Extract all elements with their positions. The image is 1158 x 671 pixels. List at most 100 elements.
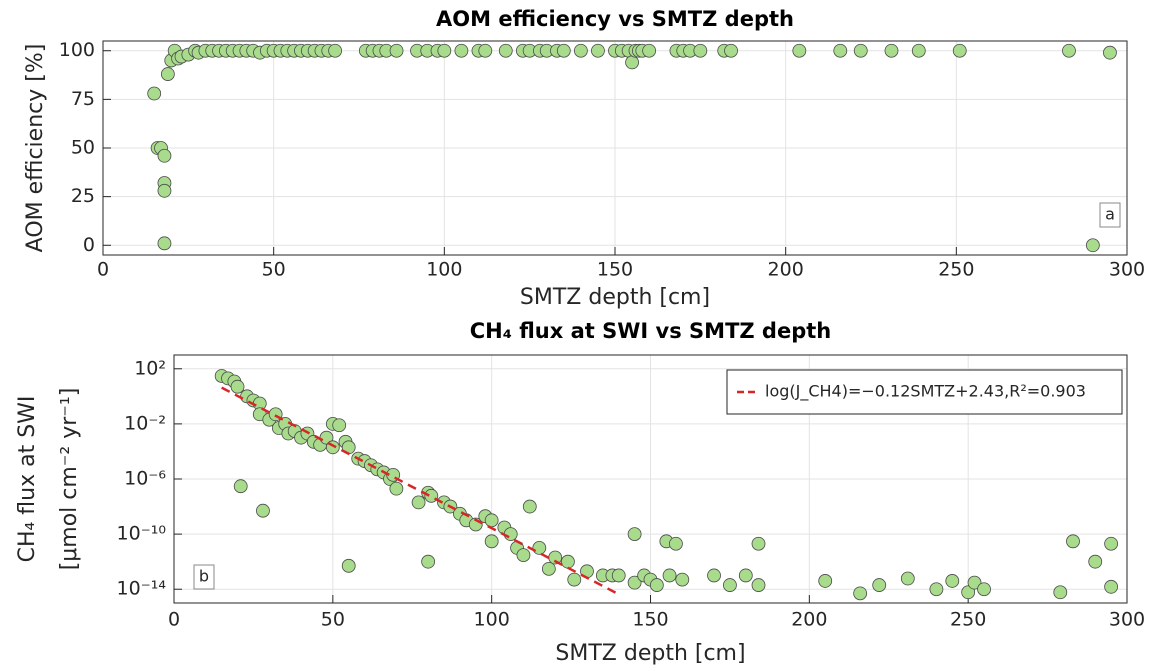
chart-title: CH₄ flux at SWI vs SMTZ depth xyxy=(470,319,831,343)
x-tick-label: 200 xyxy=(791,609,827,631)
point xyxy=(157,236,172,251)
x-tick-label: 50 xyxy=(262,259,286,281)
legend-box xyxy=(726,369,1123,415)
y-axis-label: AOM efficiency [%] xyxy=(23,44,48,253)
annotation-box xyxy=(193,564,215,590)
y-tick-label: 10⁻¹⁴ xyxy=(117,578,167,600)
y-axis-label: [μmol cm⁻² yr⁻¹] xyxy=(57,388,82,571)
point xyxy=(541,561,556,576)
point xyxy=(738,568,753,583)
point xyxy=(160,67,175,81)
point xyxy=(573,43,588,58)
x-tick-label: 100 xyxy=(474,609,510,631)
point xyxy=(792,43,807,58)
x-tick-label: 50 xyxy=(321,609,345,631)
chart-title: AOM efficiency vs SMTZ depth xyxy=(436,7,794,31)
x-tick-label: 300 xyxy=(1109,609,1145,631)
y-tick-label: 50 xyxy=(71,137,95,159)
point xyxy=(642,43,657,58)
point xyxy=(561,554,575,569)
point xyxy=(478,43,493,58)
point xyxy=(532,540,547,555)
point xyxy=(484,534,499,549)
x-tick-label: 200 xyxy=(768,259,804,281)
point xyxy=(233,479,248,494)
point xyxy=(884,43,899,58)
point xyxy=(341,558,356,573)
axes-box xyxy=(173,354,1128,604)
point xyxy=(484,513,499,528)
y-tick-label: 0 xyxy=(83,234,95,256)
point xyxy=(627,527,642,542)
x-tick-label: 250 xyxy=(938,259,974,281)
point xyxy=(723,578,737,592)
point xyxy=(230,379,245,394)
y-tick-label: 100 xyxy=(59,39,95,61)
point xyxy=(675,572,690,587)
x-tick-label: 0 xyxy=(97,259,109,281)
point xyxy=(952,43,967,58)
point xyxy=(929,582,944,597)
point xyxy=(853,43,868,58)
y-tick-label: 75 xyxy=(71,88,95,110)
point xyxy=(911,43,926,58)
point xyxy=(977,582,991,597)
point xyxy=(389,43,404,58)
point xyxy=(945,574,960,588)
point xyxy=(421,554,436,569)
point xyxy=(157,183,172,198)
point xyxy=(328,43,343,58)
point xyxy=(157,148,172,163)
x-tick-label: 250 xyxy=(950,609,986,631)
point xyxy=(567,572,582,587)
point xyxy=(1085,238,1100,253)
point xyxy=(627,575,642,590)
point xyxy=(522,499,537,514)
point xyxy=(751,536,766,551)
point xyxy=(332,418,347,433)
x-axis-label: SMTZ depth [cm] xyxy=(555,641,745,666)
point xyxy=(1066,534,1080,549)
point xyxy=(498,43,513,58)
point xyxy=(1053,585,1068,600)
point xyxy=(454,43,469,58)
point xyxy=(1103,45,1117,60)
legend-label: log(J_CH4)=−0.12SMTZ+2.43,R²=0.903 xyxy=(765,382,1086,402)
point xyxy=(256,503,270,518)
point xyxy=(411,495,426,510)
point xyxy=(389,481,404,496)
y-tick-label: 25 xyxy=(71,185,95,207)
point xyxy=(1062,43,1076,58)
x-tick-label: 150 xyxy=(597,259,633,281)
point xyxy=(833,43,848,58)
x-tick-label: 150 xyxy=(632,609,668,631)
point xyxy=(556,43,571,58)
point xyxy=(693,43,708,58)
point xyxy=(1104,536,1119,551)
point xyxy=(669,536,683,551)
point xyxy=(872,578,887,592)
point xyxy=(724,43,738,58)
point xyxy=(1088,554,1103,569)
annotation: a xyxy=(1105,205,1115,224)
point xyxy=(967,575,982,590)
y-tick-label: 10⁻¹⁰ xyxy=(117,523,166,545)
point xyxy=(503,527,518,542)
point xyxy=(516,548,531,562)
y-axis-label: CH₄ flux at SWI xyxy=(15,396,40,563)
point xyxy=(707,568,721,583)
point xyxy=(900,571,915,586)
point xyxy=(751,578,766,592)
x-tick-label: 0 xyxy=(168,609,180,631)
point xyxy=(147,86,162,101)
point xyxy=(1104,579,1119,594)
point xyxy=(853,586,868,601)
axes-box xyxy=(102,40,1128,256)
x-tick-label: 100 xyxy=(426,259,462,281)
y-tick-label: 10⁻⁶ xyxy=(124,468,166,490)
point xyxy=(611,568,626,583)
annotation-box xyxy=(1099,202,1121,228)
point xyxy=(961,585,976,600)
y-tick-label: 10⁻² xyxy=(124,412,166,434)
